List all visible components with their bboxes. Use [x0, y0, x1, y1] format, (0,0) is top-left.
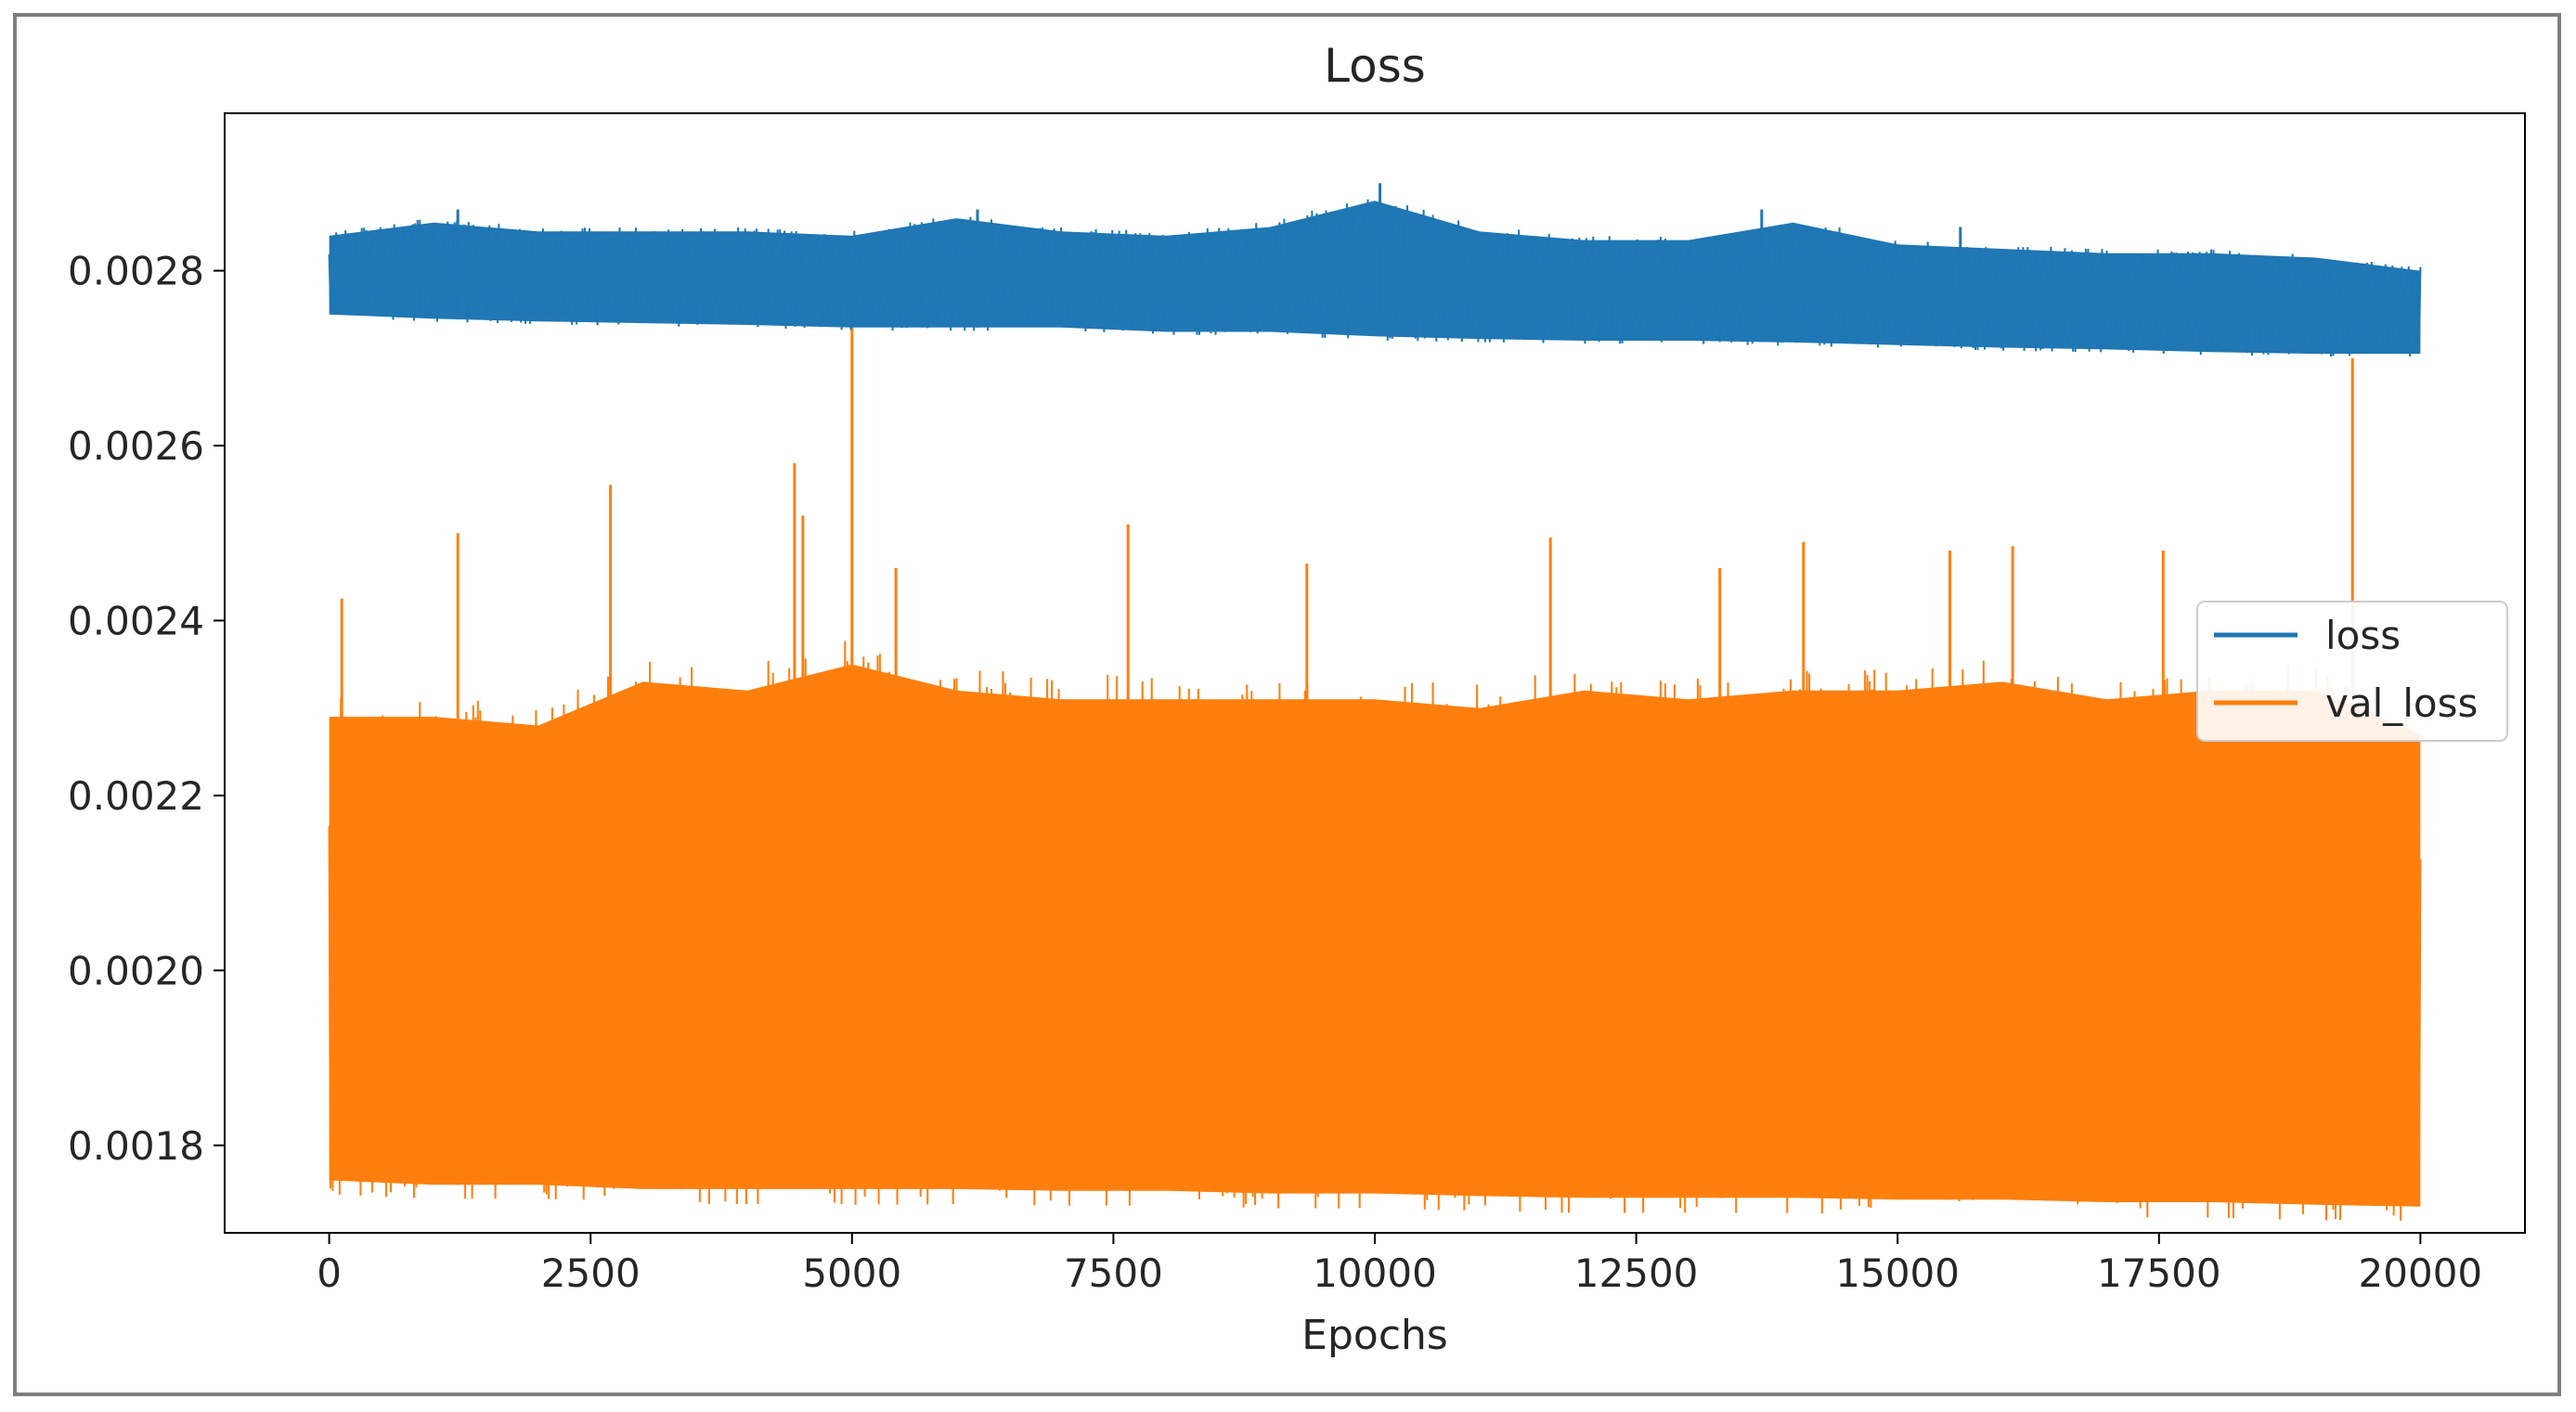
y-tick-label: 0.0018 [68, 1123, 204, 1169]
y-tick-label: 0.0026 [68, 423, 204, 469]
chart-title: Loss [1324, 39, 1426, 93]
x-tick-label: 15000 [1835, 1250, 1960, 1296]
x-tick-label: 10000 [1313, 1250, 1437, 1296]
val-loss-line [328, 279, 2422, 1221]
loss-segment [328, 199, 2422, 357]
loss-line [328, 183, 2422, 357]
x-tick-label: 5000 [802, 1250, 901, 1296]
y-tick-label: 0.0022 [68, 773, 204, 819]
x-tick-label: 17500 [2097, 1250, 2221, 1296]
y-axis-ticks: 0.0018 0.0020 0.0022 0.0024 0.0026 0.0028 [68, 249, 225, 1169]
x-tick-label: 20000 [2359, 1250, 2483, 1296]
y-tick-label: 0.0024 [68, 598, 204, 643]
val-loss-segment [328, 641, 2422, 1221]
legend-label-val-loss: val_loss [2325, 680, 2478, 726]
x-axis-ticks: 0 2500 5000 7500 10000 12500 15000 17500 20000 [317, 1233, 2482, 1296]
legend-label-loss: loss [2325, 613, 2401, 658]
y-tick-label: 0.0028 [68, 249, 204, 294]
x-tick-label: 12500 [1574, 1250, 1699, 1296]
legend: loss val_loss [2196, 601, 2508, 742]
x-tick-label: 7500 [1064, 1250, 1163, 1296]
y-tick-label: 0.0020 [68, 948, 204, 993]
x-tick-label: 0 [317, 1250, 342, 1296]
x-axis-label: Epochs [1301, 1312, 1448, 1359]
x-tick-label: 2500 [541, 1250, 641, 1296]
